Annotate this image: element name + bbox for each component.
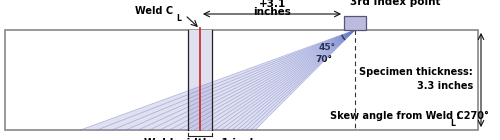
Text: Weld C: Weld C (135, 6, 173, 16)
Text: Skew angle from Weld C: Skew angle from Weld C (330, 111, 464, 121)
Text: Weld width : 1 inch: Weld width : 1 inch (144, 138, 256, 140)
Text: 70°: 70° (315, 55, 332, 65)
Text: Specimen thickness:: Specimen thickness: (359, 67, 473, 77)
Bar (344, 16, 366, 30)
Text: inches: inches (253, 7, 291, 17)
Text: +3.1: +3.1 (258, 0, 285, 9)
Text: L: L (176, 14, 181, 23)
Bar (5, 30, 478, 130)
Text: 3.3 inches: 3.3 inches (417, 81, 473, 91)
Bar (188, 30, 212, 130)
Polygon shape (80, 30, 355, 130)
Text: L: L (450, 119, 455, 128)
Text: 3rd Index point: 3rd Index point (350, 0, 440, 7)
Text: : 270°: : 270° (453, 111, 489, 121)
Text: 45°: 45° (319, 44, 336, 52)
